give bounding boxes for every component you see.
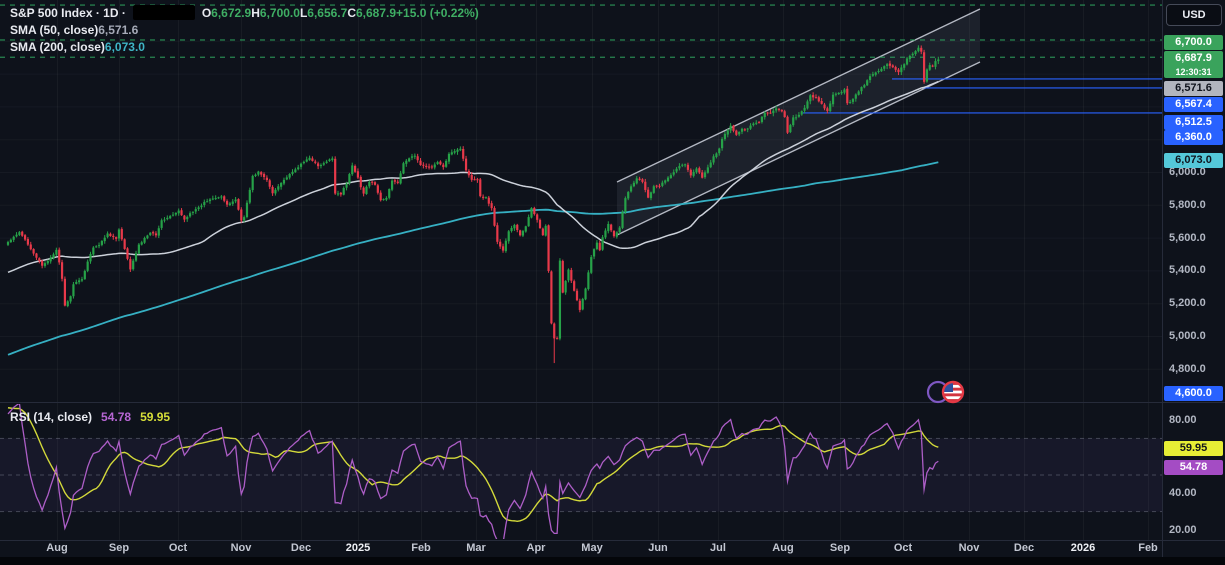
symbol-title[interactable]: S&P 500 Index · 1D · xyxy=(10,5,126,20)
close-value: 6,687.9 xyxy=(356,5,397,20)
time-axis-label: Jun xyxy=(648,542,668,554)
current-price-badge[interactable]: 6,687.9 12:30:31 xyxy=(1164,50,1223,78)
rsi-axis-label: 20.00 xyxy=(1169,524,1197,536)
low-label: L xyxy=(299,5,308,20)
price-badge-value: 6,687.9 xyxy=(1175,51,1212,64)
time-axis[interactable]: Aug Sep Oct Nov Dec 2025 Feb Mar Apr May Jun Jul Aug… xyxy=(0,541,1225,557)
price-level-badge[interactable]: 4,600.0 xyxy=(1164,385,1223,401)
price-badge-value: 6,700.0 xyxy=(1175,35,1212,48)
time-axis-label: Aug xyxy=(772,542,794,554)
rsi-axis-label: 80.00 xyxy=(1169,414,1197,426)
sma50-row[interactable]: SMA (50, close) 6,571.6 xyxy=(10,21,479,38)
rsi-value-badge[interactable]: 59.95 xyxy=(1164,440,1223,456)
symbol-title-row: S&P 500 Index · 1D · O 6,672.9 H 6,700.0 L… xyxy=(10,4,479,21)
rsi-value-badge[interactable]: 54.78 xyxy=(1164,459,1223,475)
price-axis-label: 6,000.0 xyxy=(1169,166,1206,178)
price-level-badge[interactable]: 6,700.0 xyxy=(1164,34,1223,50)
time-axis-label: Nov xyxy=(958,542,980,554)
change-value: +15.0 (+0.22%) xyxy=(396,5,479,20)
price-badge-value: 6,512.5 xyxy=(1175,115,1212,128)
sma50-label[interactable]: SMA (50, close) xyxy=(10,22,99,37)
price-badge-value: 54.78 xyxy=(1179,460,1208,473)
currency-button[interactable]: USD xyxy=(1166,4,1222,26)
rsi-value: 54.78 xyxy=(101,410,132,424)
price-level-badge[interactable]: 6,567.4 xyxy=(1164,96,1223,112)
sma50-value: 6,571.6 xyxy=(98,22,139,37)
time-axis-label: Jul xyxy=(710,542,726,554)
us-flag xyxy=(943,382,963,402)
high-label: H xyxy=(251,5,260,20)
sma200-value: 6,073.0 xyxy=(104,39,145,54)
pane-separator-rsi[interactable] xyxy=(0,540,1225,541)
time-axis-label: 2025 xyxy=(345,542,371,554)
price-level-badge[interactable]: 6,571.6 xyxy=(1164,80,1223,96)
price-axis-label: 5,800.0 xyxy=(1169,198,1206,211)
time-axis-label: Oct xyxy=(168,542,188,554)
price-level-badge[interactable]: 6,512.5 xyxy=(1164,114,1223,130)
price-badge-value: 6,073.0 xyxy=(1175,153,1212,166)
time-axis-label: 2026 xyxy=(1070,542,1096,554)
price-badge-value: 4,600.0 xyxy=(1175,386,1212,399)
close-label: C xyxy=(347,5,356,20)
time-axis-label: Feb xyxy=(1138,542,1158,554)
price-axis-separator[interactable] xyxy=(1162,0,1163,557)
price-badge-value: 6,567.4 xyxy=(1175,97,1212,110)
price-badge-value: 59.95 xyxy=(1179,441,1208,454)
pane-separator-main[interactable] xyxy=(0,402,1225,403)
symbol-legend: S&P 500 Index · 1D · O 6,672.9 H 6,700.0 L… xyxy=(10,4,479,55)
time-axis-label: Oct xyxy=(893,542,913,554)
time-axis-label: Sep xyxy=(108,542,130,554)
time-axis-label: Dec xyxy=(1013,542,1035,554)
low-value: 6,656.7 xyxy=(307,5,348,20)
price-axis-label: 4,800.0 xyxy=(1169,362,1206,375)
countdown-timer: 12:30:31 xyxy=(1175,66,1212,77)
price-axis-label: 5,200.0 xyxy=(1169,297,1206,310)
rsi-ma-value: 59.95 xyxy=(140,410,171,424)
rsi-legend: RSI (14, close) 54.78 59.95 xyxy=(10,410,170,424)
time-axis-label: Dec xyxy=(290,542,312,554)
price-badge-value: 6,571.6 xyxy=(1175,81,1212,94)
time-axis-label: Apr xyxy=(526,542,546,554)
time-axis-label: Sep xyxy=(829,542,851,554)
redacted-symbol-info xyxy=(132,5,195,20)
price-badge-value: 6,360.0 xyxy=(1175,130,1212,143)
price-axis-label: 5,600.0 xyxy=(1169,231,1206,244)
price-level-badge[interactable]: 6,073.0 xyxy=(1164,152,1223,168)
time-axis-label: Nov xyxy=(230,542,252,554)
price-axis-label: 5,400.0 xyxy=(1169,264,1206,277)
time-axis-label: Feb xyxy=(411,542,431,554)
open-value: 6,672.9 xyxy=(211,5,252,20)
rsi-axis-label: 40.00 xyxy=(1169,487,1197,500)
time-axis-label: Aug xyxy=(46,542,68,554)
sma200-row[interactable]: SMA (200, close) 6,073.0 xyxy=(10,38,479,55)
price-axis-label: 5,000.0 xyxy=(1169,330,1206,342)
event-flag-front-ring xyxy=(941,380,965,404)
bottom-edge-bar xyxy=(0,557,1225,565)
high-value: 6,700.0 xyxy=(259,5,300,20)
price-axis[interactable]: USD 6,000.0 5,800.0 5,600.0 5,400.0 5,200.0 5… xyxy=(1163,0,1225,556)
price-level-badge[interactable]: 6,360.0 xyxy=(1164,129,1223,145)
economic-event-us-flag-icon[interactable] xyxy=(926,378,966,406)
rsi-label[interactable]: RSI (14, close) xyxy=(10,410,93,424)
time-axis-label: Mar xyxy=(466,542,486,554)
sma200-label[interactable]: SMA (200, close) xyxy=(10,39,105,54)
open-label: O xyxy=(201,5,212,20)
time-axis-label: May xyxy=(581,542,603,554)
